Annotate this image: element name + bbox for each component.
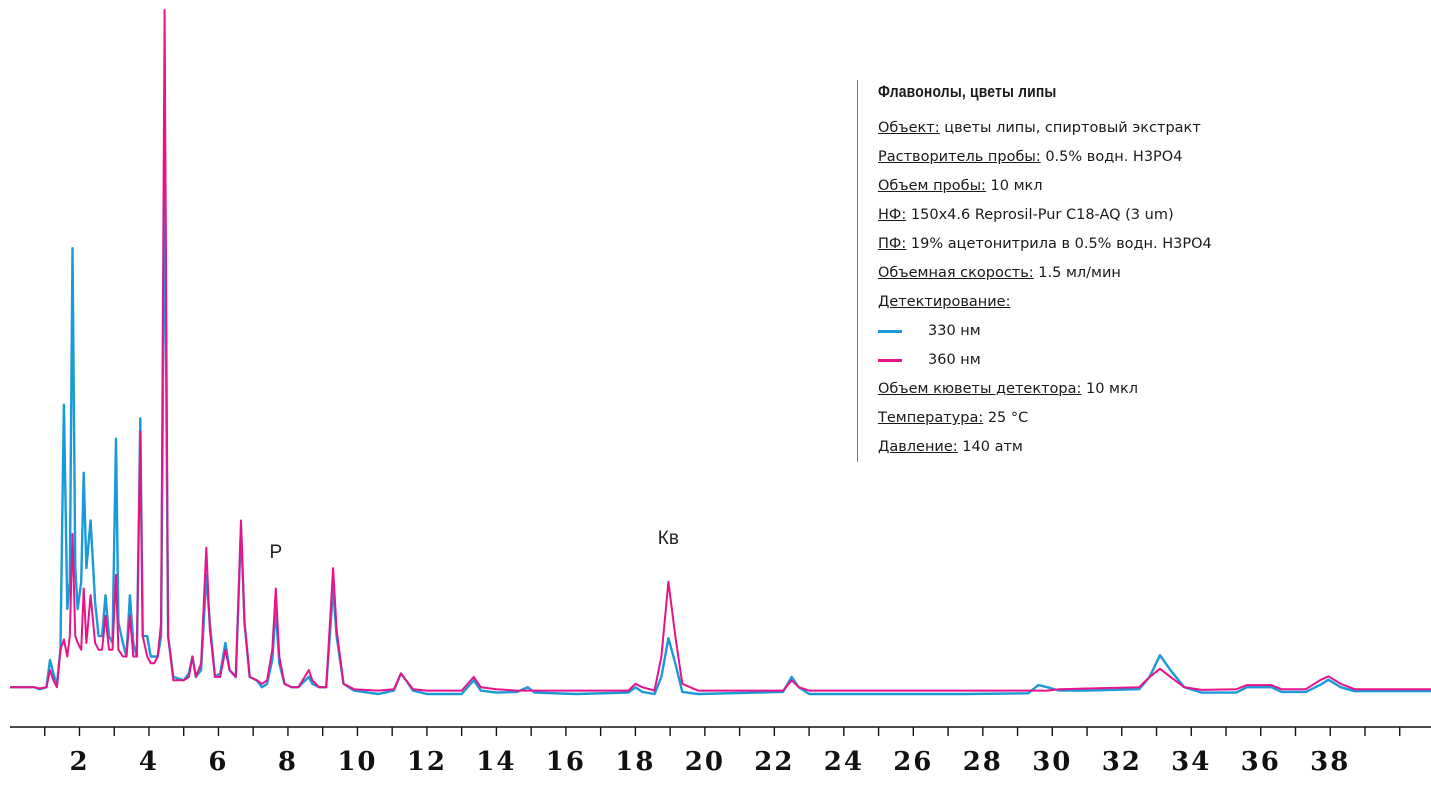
legend-row-value: 1.5 мл/мин [1033, 265, 1121, 281]
legend-row: Температура: 25 °C [878, 404, 1212, 433]
x-tick-label: 28 [963, 747, 1003, 777]
series-layer [10, 9, 1431, 696]
legend-swatch [878, 330, 902, 333]
legend-row-label: Объем кюветы детектора: [878, 381, 1082, 397]
legend-row-label: Детектирование: [878, 294, 1011, 310]
x-tick-label: 8 [278, 747, 298, 777]
legend-row: ПФ: 19% ацетонитрила в 0.5% водн. H3PO4 [878, 230, 1212, 259]
x-tick-label: 18 [615, 747, 655, 777]
legend-panel: Флавонолы, цветы липы Объект: цветы липы… [857, 80, 1212, 462]
x-tick-label: 30 [1032, 747, 1072, 777]
legend-row-label: Объем пробы: [878, 178, 986, 194]
x-tick-label: 16 [546, 747, 586, 777]
x-tick-label: 2 [69, 747, 89, 777]
legend-row-label: НФ: [878, 207, 907, 223]
series-line-1 [10, 158, 1431, 696]
peak-label: Кв [658, 528, 679, 549]
legend-detector-label: 360 нм [928, 352, 981, 368]
legend-row-label: Объемная скорость: [878, 265, 1034, 281]
x-tick-label: 32 [1102, 747, 1142, 777]
legend-row: Растворитель пробы: 0.5% водн. H3PO4 [878, 143, 1212, 172]
legend-row: Объем пробы: 10 мкл [878, 172, 1212, 201]
legend-row-label: Объект: [878, 120, 940, 136]
legend-rows: Объект: цветы липы, спиртовый экстракт Ра… [878, 114, 1212, 317]
series-line-2 [10, 9, 1431, 692]
x-axis-ticks: 2 4 6 8 10 12 14 16 18 20 22 24 26 28 30 32 34 36 38 [44, 727, 1401, 777]
legend-row: Объем кюветы детектора: 10 мкл [878, 375, 1212, 404]
legend-row: Объемная скорость: 1.5 мл/мин [878, 259, 1212, 288]
legend-rows-after: Объем кюветы детектора: 10 мкл Температур… [878, 375, 1212, 462]
legend-detectors: 330 нм 360 нм [878, 317, 1212, 375]
x-tick-label: 20 [685, 747, 725, 777]
legend-row-label: ПФ: [878, 236, 907, 252]
legend-row: Объект: цветы липы, спиртовый экстракт [878, 114, 1212, 143]
legend-row-value: 150x4.6 Reprosil-Pur C18-AQ (3 um) [906, 207, 1174, 223]
peak-label: Р [269, 542, 282, 563]
x-tick-label: 12 [407, 747, 447, 777]
legend-row: Детектирование: [878, 288, 1212, 317]
legend-swatch [878, 359, 902, 362]
legend-row-value: 19% ацетонитрила в 0.5% водн. H3PO4 [906, 236, 1212, 252]
legend-row-value: 140 атм [957, 439, 1023, 455]
x-tick-label: 22 [754, 747, 794, 777]
x-tick-label: 24 [824, 747, 864, 777]
legend-row-label: Растворитель пробы: [878, 149, 1041, 165]
x-tick-label: 34 [1171, 747, 1211, 777]
legend-row-label: Температура: [878, 410, 984, 426]
x-tick-label: 38 [1310, 747, 1350, 777]
x-tick-label: 14 [476, 747, 516, 777]
legend-row-label: Давление: [878, 439, 958, 455]
legend-detector-row: 330 нм [878, 317, 1212, 346]
legend-detector-label: 330 нм [928, 323, 981, 339]
x-tick-label: 36 [1241, 747, 1281, 777]
peak-annotations: Р Кв [269, 528, 679, 563]
legend-row-value: 10 мкл [985, 178, 1043, 194]
legend-detector-row: 360 нм [878, 346, 1212, 375]
x-tick-label: 10 [337, 747, 377, 777]
legend-row: НФ: 150x4.6 Reprosil-Pur C18-AQ (3 um) [878, 201, 1212, 230]
legend-row-value: 0.5% водн. H3PO4 [1040, 149, 1183, 165]
x-tick-label: 6 [208, 747, 228, 777]
legend-row: Давление: 140 атм [878, 433, 1212, 462]
legend-row-value: 10 мкл [1081, 381, 1139, 397]
legend-row-value: 25 °C [983, 410, 1029, 426]
legend-title: Флавонолы, цветы липы [878, 82, 1057, 101]
x-tick-label: 4 [139, 747, 159, 777]
legend-row-value: цветы липы, спиртовый экстракт [939, 120, 1201, 136]
x-tick-label: 26 [893, 747, 933, 777]
